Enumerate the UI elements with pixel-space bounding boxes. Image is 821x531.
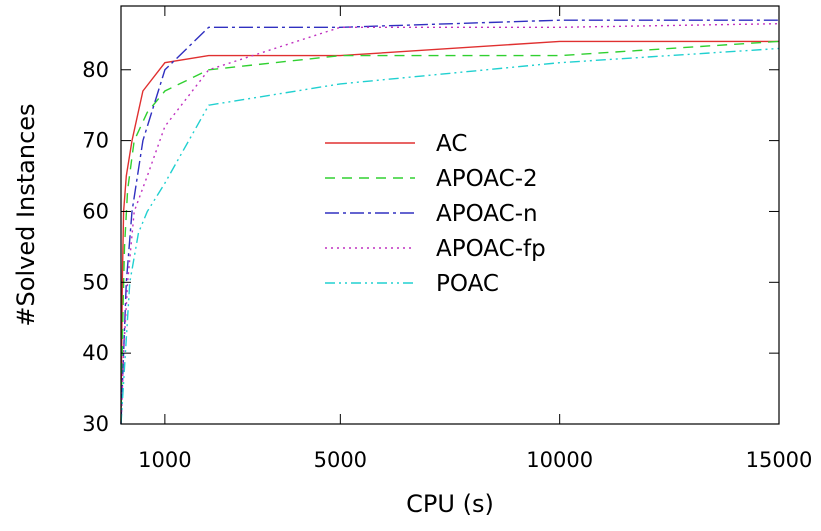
legend-label-ac: AC	[436, 131, 467, 157]
ticks-layer: 1000 5000 10000 15000 30 40 50 60 70 80	[82, 6, 812, 472]
x-axis-label: CPU (s)	[406, 490, 494, 518]
legend-label-apoac-fp: APOAC-fp	[436, 236, 546, 262]
y-tick-label: 50	[82, 270, 109, 294]
x-tick-label: 5000	[314, 448, 367, 472]
y-tick-label: 70	[82, 129, 109, 153]
legend-label-apoac-2: APOAC-2	[436, 166, 538, 192]
y-tick-label: 60	[82, 199, 109, 223]
series-line-apoac-fp	[120, 23, 780, 425]
plot-frame	[120, 5, 780, 425]
series-line-apoac-n	[120, 19, 779, 425]
series-line-poac	[120, 47, 780, 425]
y-tick-label: 40	[82, 341, 109, 365]
x-tick-label: 10000	[526, 448, 593, 472]
lines-layer	[120, 19, 780, 425]
series-line-ac	[120, 40, 779, 425]
legend-label-apoac-n: APOAC-n	[436, 201, 538, 227]
y-tick-label: 30	[82, 412, 109, 436]
series-line-apoac-2	[120, 40, 780, 425]
x-tick-label: 1000	[138, 448, 191, 472]
x-tick-label: 15000	[746, 448, 813, 472]
legend-label-poac: POAC	[436, 271, 499, 297]
y-tick-label: 80	[82, 58, 109, 82]
legend: AC APOAC-2 APOAC-n APOAC-fp POAC	[325, 131, 546, 297]
y-axis-label: #Solved Instances	[12, 103, 40, 326]
